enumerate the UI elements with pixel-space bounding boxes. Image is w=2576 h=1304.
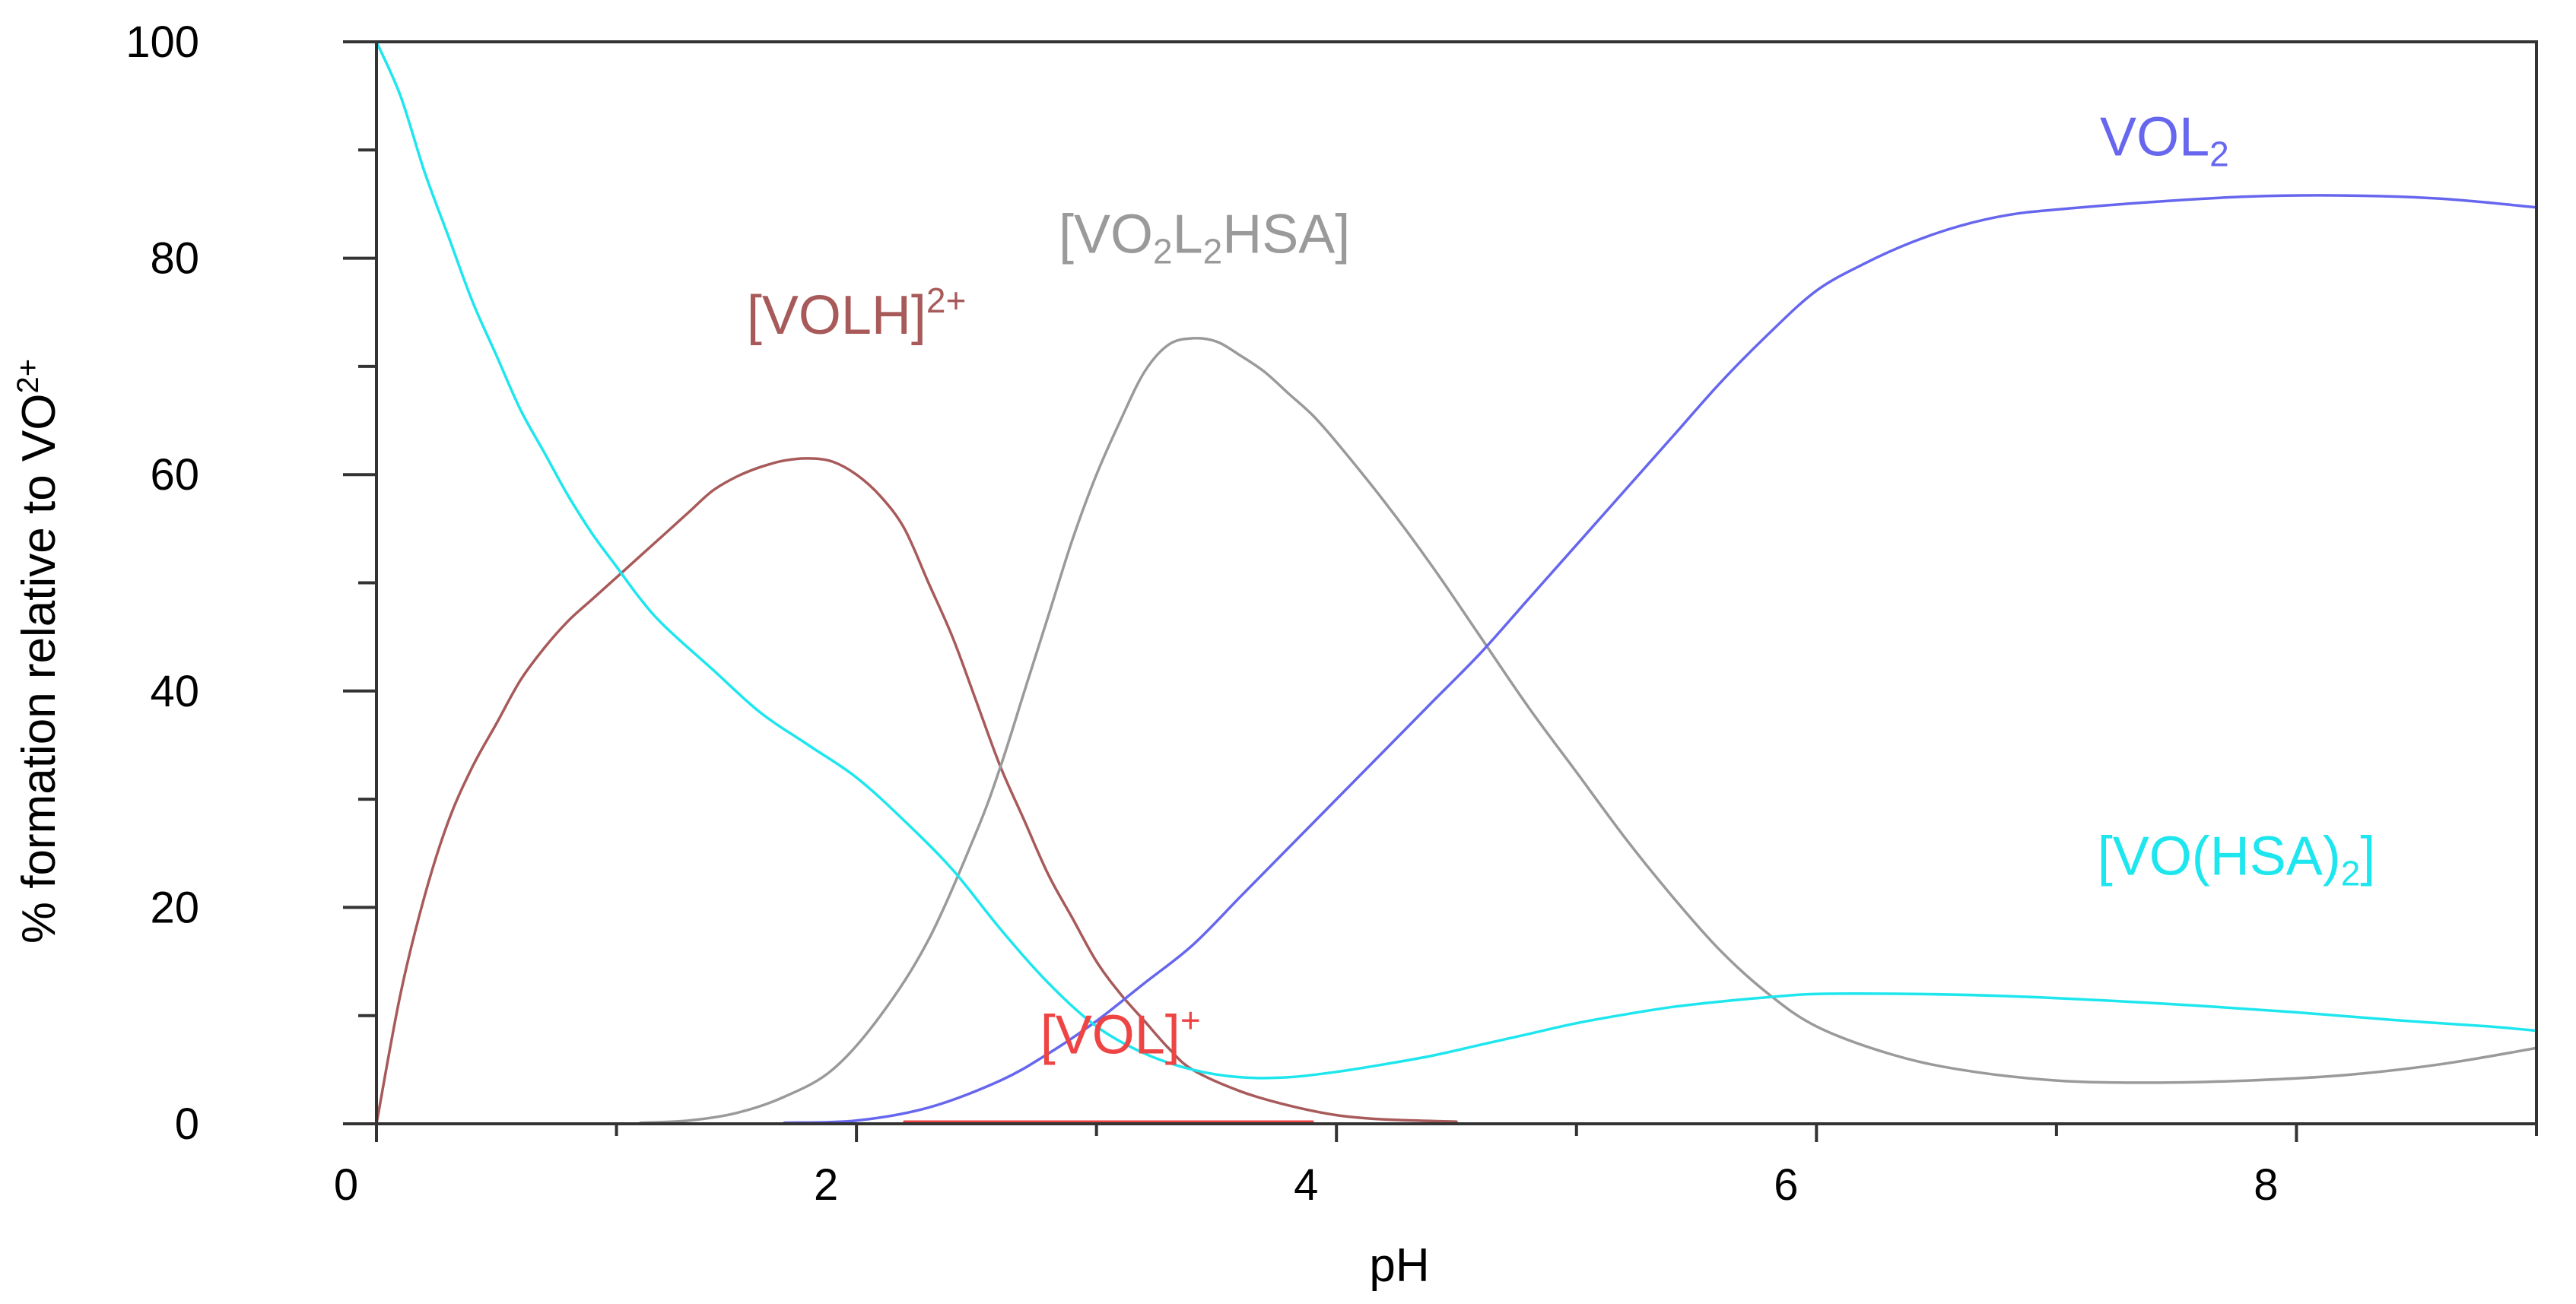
series-label-part: [VO(HSA): [2098, 827, 2341, 887]
x-tick-label-2: 2: [814, 1160, 838, 1210]
y-axis-title-text: % formation relative to VO: [13, 393, 65, 944]
series-label-part: ]: [2360, 827, 2375, 887]
series-label-part: L: [1173, 204, 1203, 265]
y-axis-title-superscript: 2+: [11, 359, 45, 394]
y-tick-label-0: 0: [175, 1099, 199, 1149]
series-label-part: [VO: [1059, 204, 1153, 265]
series-label-part: +: [1180, 1001, 1201, 1040]
series-line-vol2: [783, 194, 2538, 1125]
series-label-part: HSA]: [1222, 204, 1350, 265]
series-label-part: VOL: [2100, 106, 2209, 167]
series-label-part: 2: [2209, 134, 2229, 173]
y-tick-label-20: 20: [150, 883, 199, 932]
series-line-volh-2: [375, 457, 1458, 1125]
y-axis-title: % formation relative to VO2+: [11, 359, 65, 944]
x-tick-label-6: 6: [1774, 1160, 1798, 1210]
x-tick-label-4: 4: [1294, 1160, 1318, 1210]
series-label-part: 2+: [926, 281, 966, 320]
y-tick-label-100: 100: [125, 17, 199, 67]
series-line-vo2l2hsa: [639, 336, 2538, 1125]
y-tick-label-60: 60: [150, 450, 199, 500]
series-label-part: [VOL]: [1040, 1005, 1180, 1066]
series-layer: [375, 40, 2538, 1125]
series-label-vo-hsa-2: [VO(HSA)2]: [2098, 827, 2376, 893]
series-label-vo2l2hsa: [VO2L2HSA]: [1059, 204, 1350, 271]
series-label-part: [VOLH]: [747, 285, 926, 346]
y-tick-label-40: 40: [150, 667, 199, 716]
series-label-part: 2: [2341, 854, 2361, 893]
series-label-part: 2: [1203, 231, 1223, 271]
x-axis-title: pH: [1369, 1239, 1429, 1292]
series-label-volh-2: [VOLH]2+: [747, 281, 967, 346]
series-line-vo-hsa-2: [375, 40, 2538, 1080]
series-label-part: 2: [1153, 231, 1173, 271]
ticks-layer: [343, 40, 2538, 1142]
series-label-vol2: VOL2: [2100, 106, 2229, 173]
labels-layer: 0 2 4 6 8020406080100[VOLH]2+[VO2L2HSA]VOL2[…: [125, 17, 2375, 1210]
x-tick-label-0: 0: [334, 1160, 358, 1210]
y-tick-label-80: 80: [150, 234, 199, 284]
series-label-vol: [VOL]+: [1040, 1001, 1201, 1066]
x-tick-label-8: 8: [2254, 1160, 2278, 1210]
